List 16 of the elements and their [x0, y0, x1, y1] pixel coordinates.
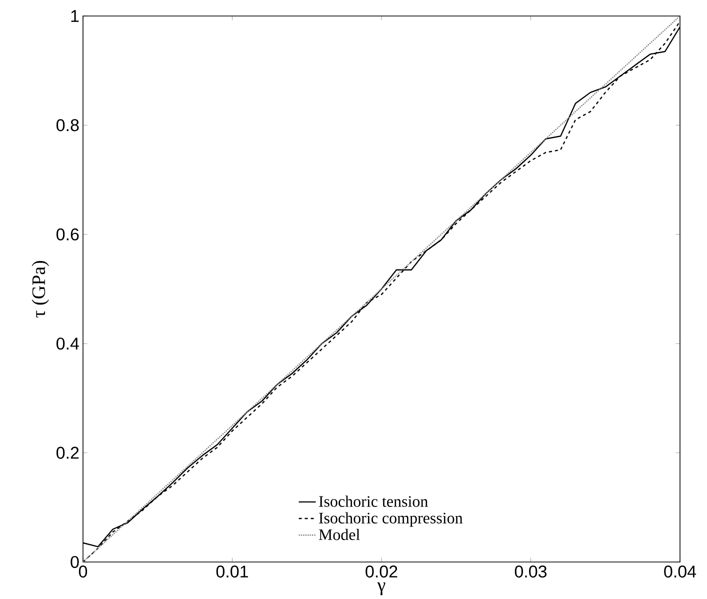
legend-label: Isochoric compression	[319, 512, 463, 527]
y-tick-label: 0.6	[56, 228, 79, 241]
y-axis-title: τ (GPa)	[32, 261, 49, 318]
x-tick-label: 0.04	[664, 566, 696, 578]
legend-label: Isochoric tension	[319, 496, 428, 508]
x-axis-title: γ	[377, 582, 386, 596]
x-tick-label: 0.03	[514, 566, 547, 578]
y-tick-label: 1	[71, 10, 79, 22]
y-tick-label: 0	[70, 556, 79, 568]
legend-label: Model	[318, 529, 360, 540]
y-tick-label: 0.8	[56, 119, 79, 132]
x-tick-label: 0.02	[366, 566, 398, 578]
x-tick-label: 0	[78, 566, 88, 578]
x-tick-label: 0.01	[216, 566, 248, 578]
y-tick-label: 0.4	[56, 338, 79, 350]
y-tick-label: 0.2	[56, 447, 79, 460]
